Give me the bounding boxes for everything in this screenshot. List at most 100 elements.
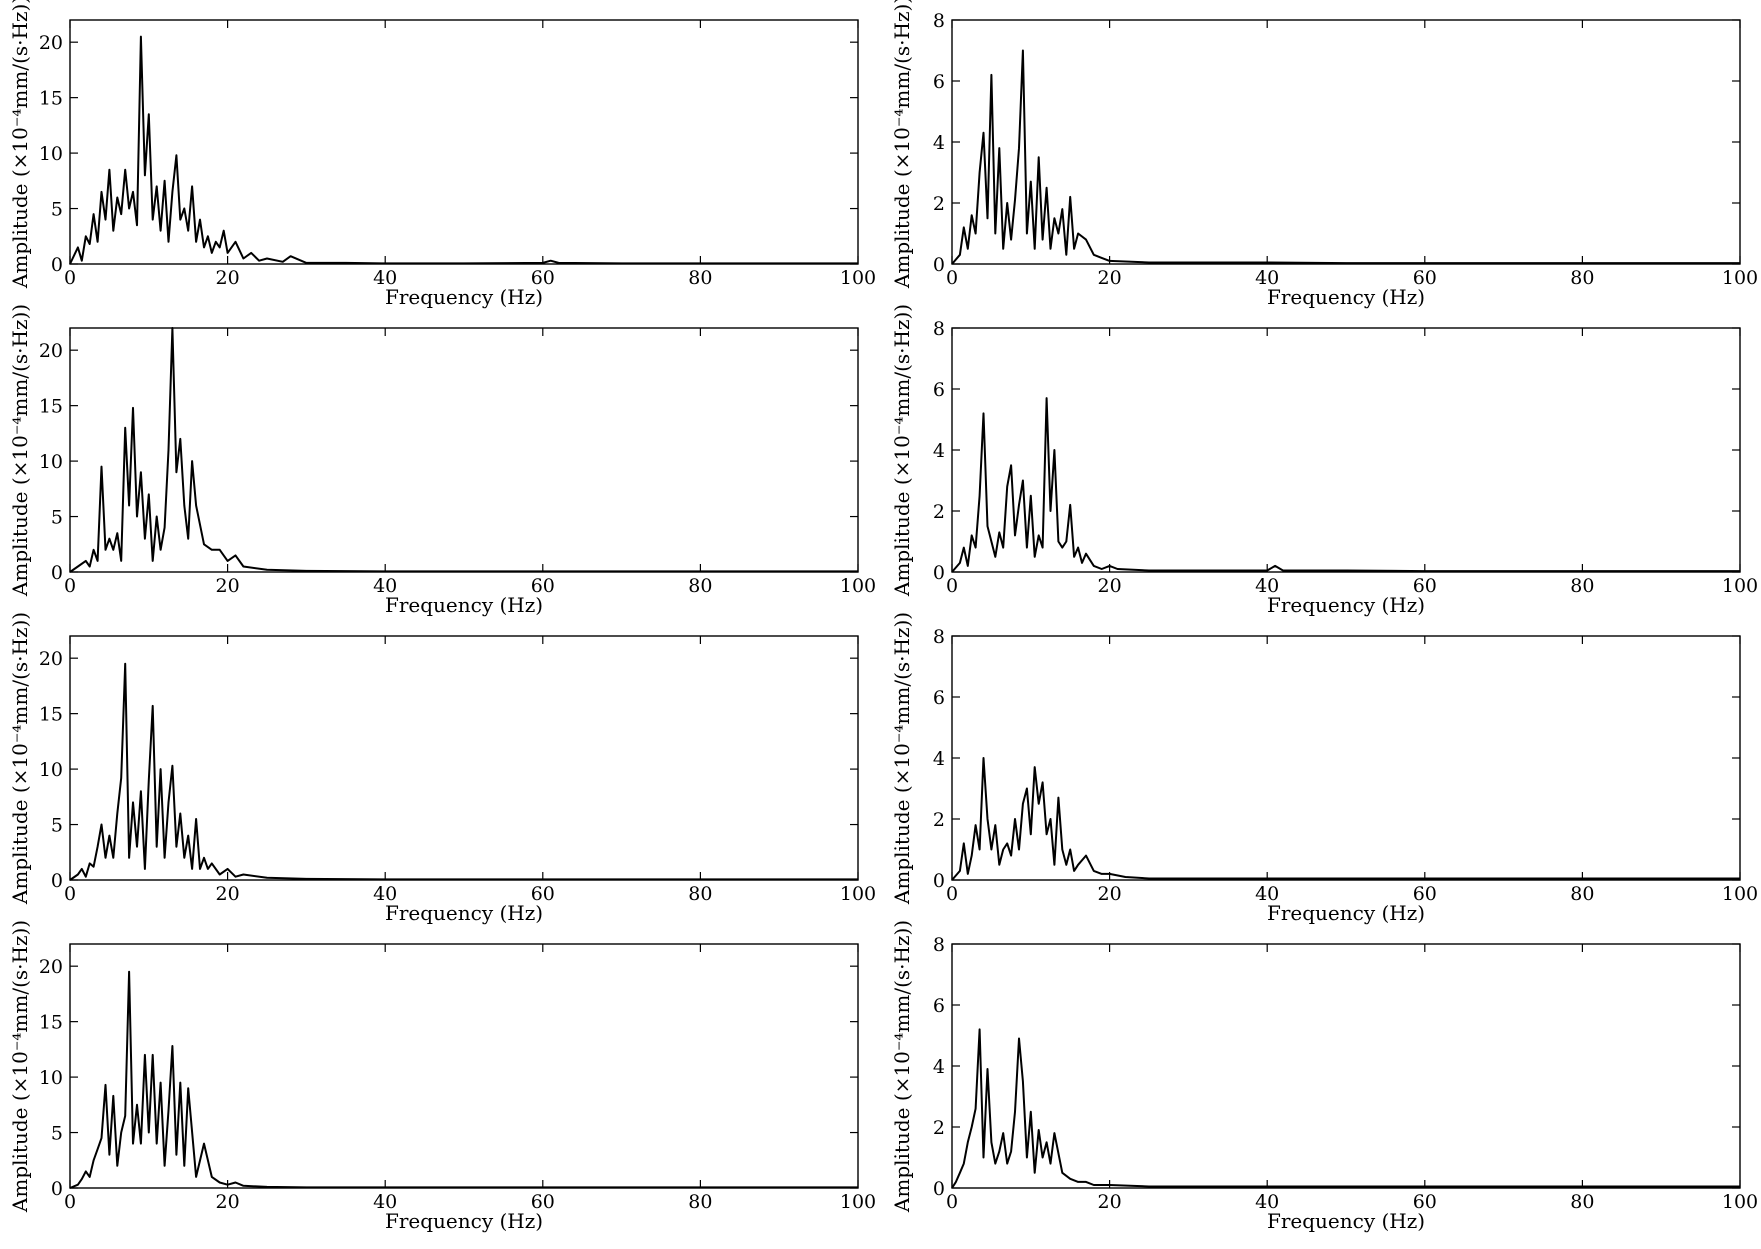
x-tick-label: 0 [946,575,958,597]
x-tick-label: 40 [373,267,397,289]
plot-frame [951,943,1741,1189]
x-tick-label: 40 [1255,575,1279,597]
x-tick-label: 60 [1413,883,1437,905]
y-tick-label: 10 [39,451,63,473]
y-tick-label: 2 [933,809,945,831]
x-axis-title: Frequency (Hz) [385,1209,543,1233]
x-tick-label: 20 [216,1191,240,1213]
y-tick-label: 4 [933,1056,945,1078]
x-tick-label: 100 [840,1191,876,1213]
y-tick-label: 5 [51,199,63,221]
y-tick-label: 10 [39,1067,63,1089]
x-tick-label: 0 [64,575,76,597]
y-tick-label: 10 [39,143,63,165]
x-tick-label: 0 [946,1191,958,1213]
x-tick-label: 20 [1098,883,1122,905]
y-tick-label: 5 [51,1123,63,1145]
y-tick-label: 0 [51,562,63,584]
y-axis-title: Amplitude (×10⁻⁴mm/(s·Hz)) [890,304,914,597]
y-tick-label: 8 [933,318,945,340]
plot-frame [69,327,859,573]
series-line [951,1028,1740,1189]
series-line [69,327,858,573]
series-line [69,35,858,265]
series-line [951,49,1740,265]
x-tick-label: 80 [1570,575,1594,597]
plot-frame [951,19,1741,265]
y-tick-label: 4 [933,748,945,770]
chart-panel-5: 0 20 40 60 80 100 0 5 10 15 20 Frequency (Hz) Amplit… [8,612,876,925]
x-tick-label: 0 [64,1191,76,1213]
chart-panel-8: 0 20 40 60 80 100 0 2 4 6 8 Frequency (Hz) Amplitude… [890,920,1758,1233]
x-tick-label: 20 [1098,575,1122,597]
y-tick-label: 20 [39,340,63,362]
y-tick-label: 8 [933,10,945,32]
chart-panel-2: 0 20 40 60 80 100 0 2 4 6 8 Frequency (Hz) Amplitude… [890,0,1758,309]
x-tick-label: 20 [1098,267,1122,289]
plot-frame [69,19,859,265]
y-tick-label: 15 [39,88,63,110]
x-tick-label: 0 [64,267,76,289]
y-tick-label: 5 [51,507,63,529]
x-tick-label: 80 [688,267,712,289]
x-tick-label: 100 [1722,267,1758,289]
x-tick-label: 100 [1722,575,1758,597]
x-tick-label: 80 [1570,883,1594,905]
y-axis-title: Amplitude (×10⁻⁴mm/(s·Hz)) [8,304,32,597]
x-axis-title: Frequency (Hz) [385,285,543,309]
y-tick-label: 6 [933,687,945,709]
y-tick-label: 20 [39,648,63,670]
y-tick-label: 2 [933,193,945,215]
x-tick-label: 20 [1098,1191,1122,1213]
y-axis-title: Amplitude (×10⁻⁴mm/(s·Hz)) [890,920,914,1213]
y-tick-label: 2 [933,501,945,523]
plot-frame [951,635,1741,881]
y-tick-label: 0 [51,1178,63,1200]
y-tick-label: 0 [51,254,63,276]
x-tick-label: 60 [531,1191,555,1213]
x-tick-label: 100 [840,267,876,289]
y-axis-title: Amplitude (×10⁻⁴mm/(s·Hz)) [8,612,32,905]
x-tick-label: 80 [1570,267,1594,289]
x-tick-label: 100 [1722,883,1758,905]
y-tick-label: 10 [39,759,63,781]
series-line [69,662,858,881]
chart-panel-1: 0 20 40 60 80 100 0 5 10 15 20 Frequency (Hz) Amplit… [8,0,876,309]
y-tick-label: 6 [933,995,945,1017]
x-tick-label: 40 [1255,1191,1279,1213]
y-tick-label: 15 [39,704,63,726]
chart-panel-6: 0 20 40 60 80 100 0 2 4 6 8 Frequency (Hz) Amplitude… [890,612,1758,925]
y-tick-label: 0 [51,870,63,892]
x-tick-label: 20 [216,575,240,597]
x-tick-label: 60 [531,883,555,905]
y-tick-label: 6 [933,379,945,401]
x-tick-label: 100 [1722,1191,1758,1213]
plot-frame [69,635,859,881]
x-tick-label: 60 [1413,1191,1437,1213]
y-tick-label: 8 [933,934,945,956]
x-tick-label: 40 [373,1191,397,1213]
x-tick-label: 40 [373,575,397,597]
chart-panel-7: 0 20 40 60 80 100 0 5 10 15 20 Frequency (Hz) Amplit… [8,920,876,1233]
series-line [951,397,1740,573]
x-tick-label: 60 [1413,267,1437,289]
plot-frame [951,327,1741,573]
x-tick-label: 20 [216,267,240,289]
y-tick-label: 15 [39,396,63,418]
y-tick-label: 15 [39,1012,63,1034]
y-axis-title: Amplitude (×10⁻⁴mm/(s·Hz)) [890,612,914,905]
x-tick-label: 60 [531,267,555,289]
y-tick-label: 0 [933,562,945,584]
y-tick-label: 2 [933,1117,945,1139]
x-tick-label: 40 [373,883,397,905]
x-tick-label: 60 [1413,575,1437,597]
y-tick-label: 0 [933,254,945,276]
x-axis-title: Frequency (Hz) [1267,901,1425,925]
y-tick-label: 5 [51,815,63,837]
y-tick-label: 20 [39,956,63,978]
x-tick-label: 60 [531,575,555,597]
y-axis-title: Amplitude (×10⁻⁴mm/(s·Hz)) [8,920,32,1213]
x-tick-label: 80 [688,1191,712,1213]
